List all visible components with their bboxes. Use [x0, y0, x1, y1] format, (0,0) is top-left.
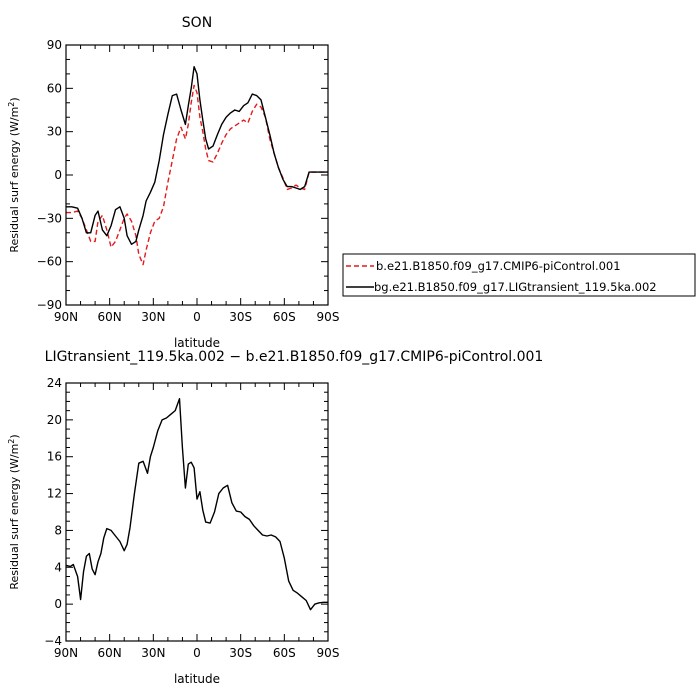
x-tick-label: 30N	[141, 646, 165, 660]
legend: b.e21.B1850.f09_g17.CMIP6-piControl.001 …	[342, 253, 696, 297]
legend-box	[342, 253, 696, 297]
legend-label-ligtransient: bg.e21.B1850.f09_g17.LIGtransient_119.5k…	[374, 280, 657, 294]
bottom-panel-frame	[65, 382, 329, 642]
x-tick-label: 90S	[317, 646, 340, 660]
series-line-ligtransient	[66, 65, 328, 246]
y-tick-label: −30	[37, 211, 62, 225]
bottom-panel-title: LIGtransient_119.5ka.002 − b.e21.B1850.f…	[45, 349, 544, 365]
bottom-ylabel-sup: 2	[7, 439, 16, 444]
bottom-panel-ticks: 90N 60N 30N 0 30S 60S 90S −4 0 4 8 12 16 20 24	[44, 376, 339, 660]
top-ylabel-end: )	[8, 97, 21, 101]
y-tick-label: 60	[47, 81, 62, 95]
y-tick-label: −4	[44, 634, 62, 648]
series-line-control	[66, 84, 328, 266]
top-ylabel-sup: 2	[7, 102, 16, 107]
y-tick-label: 12	[47, 487, 62, 501]
bottom-panel-xlabel: latitude	[174, 672, 220, 686]
y-tick-label: −90	[37, 298, 62, 312]
y-tick-label: 16	[47, 450, 62, 464]
legend-label-control: b.e21.B1850.f09_g17.CMIP6-piControl.001	[376, 259, 621, 273]
x-tick-label: 30S	[229, 310, 252, 324]
x-tick-label: 60N	[98, 310, 122, 324]
x-tick-label: 60S	[273, 310, 296, 324]
top-panel-series	[66, 65, 328, 266]
x-tick-label: 90N	[54, 646, 78, 660]
top-panel-xlabel: latitude	[174, 336, 220, 350]
y-tick-label: 24	[47, 376, 62, 390]
y-tick-label: 0	[54, 597, 62, 611]
bottom-ylabel-main: Residual surf energy (W/m	[8, 444, 21, 590]
bottom-panel-ylabel: Residual surf energy (W/m2)	[7, 434, 21, 589]
x-tick-label: 0	[193, 310, 201, 324]
bottom-panel-series	[65, 398, 328, 611]
top-panel-frame	[65, 44, 329, 306]
x-tick-label: 60S	[273, 646, 296, 660]
x-tick-label: 90N	[54, 310, 78, 324]
x-tick-label: 30N	[141, 310, 165, 324]
y-tick-label: 20	[47, 413, 62, 427]
x-tick-label: 90S	[317, 310, 340, 324]
top-panel-ticks: 90N 60N 30N 0 30S 60S 90S −90 −60 −30 0 30 60 90	[37, 38, 340, 324]
y-tick-label: 90	[47, 38, 62, 52]
top-panel-title: SON	[182, 15, 212, 31]
y-tick-label: 8	[54, 523, 62, 537]
x-tick-label: 0	[193, 646, 201, 660]
x-tick-label: 30S	[229, 646, 252, 660]
top-panel: SON 90N 60N 30N 0 30S 60S 90S−90−60−300306090 …	[7, 15, 696, 350]
y-tick-label: 0	[54, 168, 62, 182]
series-line-difference	[65, 398, 328, 611]
bottom-panel: LIGtransient_119.5ka.002 − b.e21.B1850.f…	[7, 349, 543, 686]
y-tick-label: 4	[54, 560, 62, 574]
top-panel-ylabel: Residual surf energy (W/m2)	[7, 97, 21, 252]
bottom-ylabel-end: )	[8, 434, 21, 438]
top-ylabel-main: Residual surf energy (W/m	[8, 107, 21, 253]
x-tick-label: 60N	[98, 646, 122, 660]
y-tick-label: −60	[37, 255, 62, 269]
y-tick-label: 30	[47, 125, 62, 139]
